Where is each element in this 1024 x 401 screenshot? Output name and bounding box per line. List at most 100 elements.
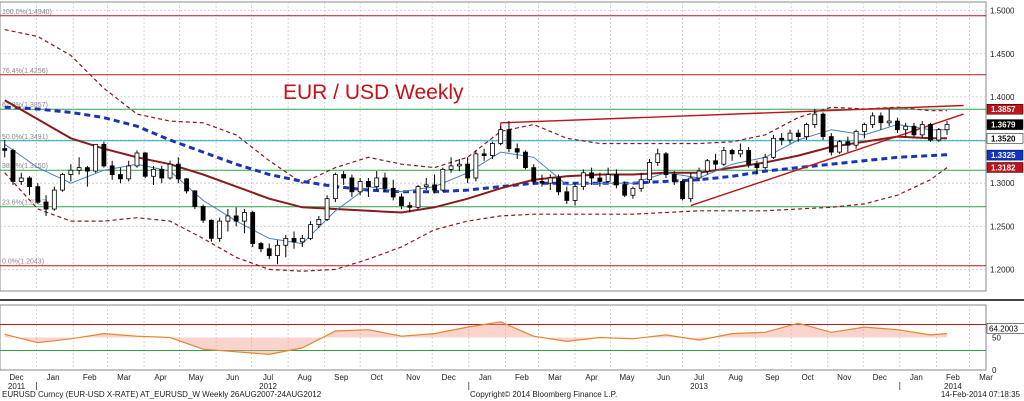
month-tick-label: Jan — [910, 373, 923, 382]
candle-body — [159, 168, 165, 179]
candle-body — [903, 125, 909, 131]
year-tick-label: 2011 — [8, 382, 26, 391]
candle — [597, 172, 603, 187]
candle — [399, 193, 404, 210]
candle — [118, 167, 123, 184]
candle-body — [366, 181, 371, 188]
month-tick-label: Aug — [298, 373, 312, 382]
candle-body — [151, 168, 156, 177]
main-panel-frame — [0, 1, 987, 292]
price-badge — [986, 119, 1024, 130]
candle — [804, 122, 809, 141]
candle — [713, 153, 718, 170]
candle-body — [390, 187, 396, 198]
candle — [208, 219, 214, 242]
candle-body — [680, 181, 685, 200]
candle-body — [729, 149, 735, 155]
candle-body — [704, 160, 710, 172]
price-badge — [986, 133, 1024, 144]
candle — [944, 121, 950, 135]
candle — [35, 183, 41, 204]
candle — [200, 204, 206, 223]
candle-body — [523, 151, 528, 169]
fib-level-label: 0.0%(1.2043) — [2, 259, 44, 266]
candle-body — [399, 196, 404, 206]
candle — [919, 121, 925, 139]
candle — [771, 134, 776, 160]
candle-body — [564, 191, 570, 201]
month-tick-label: Feb — [515, 373, 529, 382]
candle-body — [647, 162, 652, 181]
candle — [680, 179, 685, 201]
rsi-reading-badge — [986, 323, 1024, 334]
price-badge-label: 1.3520 — [991, 134, 1016, 143]
candle — [787, 129, 793, 144]
month-tick-label: Dec — [9, 373, 23, 382]
candle — [448, 157, 454, 173]
candle — [746, 146, 752, 168]
candle — [101, 141, 107, 168]
candle-body — [208, 219, 214, 239]
candle — [465, 157, 471, 184]
candle — [332, 172, 338, 203]
candle-body — [341, 174, 347, 179]
candle — [655, 148, 661, 166]
candle — [84, 165, 90, 187]
candle — [43, 195, 49, 216]
candle-body — [828, 136, 834, 153]
candle — [547, 174, 553, 191]
candle — [175, 157, 181, 184]
candle — [184, 177, 189, 194]
year-tick-label: 2012 — [259, 382, 277, 391]
candle — [696, 167, 702, 182]
month-tick-label: Mar — [979, 373, 993, 382]
candle-body — [531, 167, 537, 182]
candle — [498, 126, 504, 146]
candle-body — [423, 184, 429, 188]
bollinger-bands — [4, 29, 948, 272]
candle — [341, 171, 347, 185]
candle — [275, 240, 280, 265]
candle — [242, 209, 247, 234]
candle — [225, 209, 231, 232]
candle-body — [332, 174, 338, 200]
candle — [845, 136, 851, 153]
candle-body — [804, 124, 809, 137]
candle — [283, 234, 289, 258]
candle-body — [465, 163, 471, 179]
candle-body — [275, 244, 280, 257]
candle-body — [572, 186, 578, 201]
y-tick-label: 1.4500 — [990, 50, 1015, 59]
footer: EURUSD Curncy (EUR-USD X-RATE) AT_EURUSD… — [0, 389, 1024, 401]
month-tick-label: Jan — [47, 373, 60, 382]
month-tick-label: Sep — [334, 373, 349, 382]
candles — [2, 108, 950, 265]
candle-body — [746, 149, 752, 165]
candle-body — [126, 165, 132, 180]
candle-body — [142, 152, 148, 177]
month-tick-label: Nov — [406, 373, 420, 382]
candle — [812, 108, 818, 128]
candle-body — [688, 177, 694, 200]
candle-body — [886, 120, 892, 124]
month-tick-label: Oct — [370, 373, 383, 382]
price-badge — [986, 149, 1024, 161]
candle-body — [308, 224, 313, 239]
candle-body — [35, 186, 41, 203]
candle-body — [861, 124, 867, 132]
candle-body — [911, 125, 917, 136]
candle — [291, 231, 297, 249]
candle — [109, 160, 115, 180]
candle-body — [655, 153, 661, 163]
candle-body — [456, 163, 462, 167]
candle-body — [316, 218, 322, 225]
candle — [589, 167, 594, 185]
candle — [895, 117, 900, 134]
month-tick-label: Jan — [479, 373, 492, 382]
candle — [556, 174, 561, 196]
trendline-lower — [690, 113, 964, 207]
candle — [663, 152, 669, 178]
candle-body — [27, 177, 32, 188]
candle — [688, 172, 694, 203]
candle-body — [440, 168, 446, 191]
